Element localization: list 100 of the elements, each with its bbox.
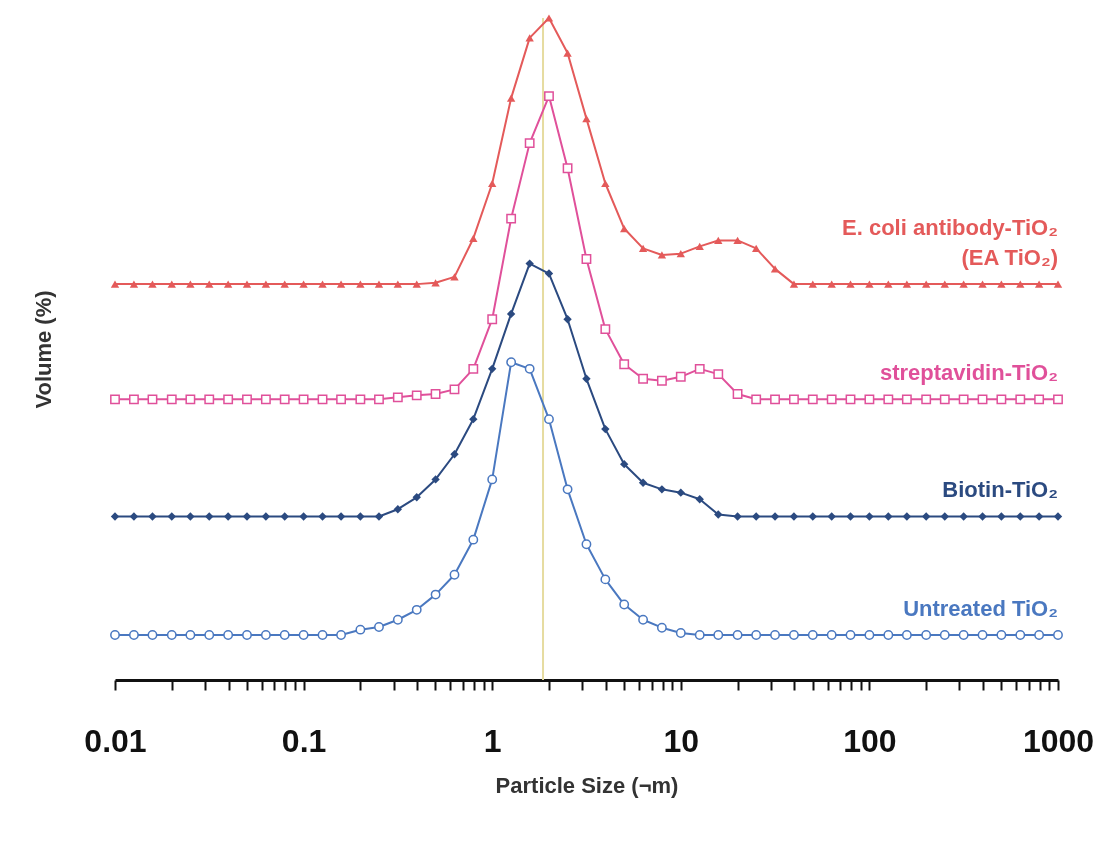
point (488, 179, 497, 188)
point (110, 512, 120, 521)
point (506, 357, 517, 368)
point (148, 512, 157, 521)
y-axis-title: Volume (%) (30, 290, 56, 409)
point (147, 630, 158, 640)
point (939, 394, 950, 405)
point (694, 630, 705, 640)
point (223, 630, 234, 640)
point (996, 394, 1007, 405)
point (186, 512, 195, 521)
point (450, 273, 459, 281)
point (978, 512, 987, 521)
point (921, 512, 931, 521)
point (752, 512, 761, 521)
point (582, 374, 591, 383)
point (921, 394, 932, 405)
point (355, 624, 366, 635)
point (469, 234, 478, 243)
point (450, 450, 459, 459)
point (148, 280, 157, 288)
point (808, 280, 817, 288)
point (110, 280, 120, 288)
point (412, 493, 421, 502)
point (356, 280, 365, 288)
point (656, 375, 667, 386)
point (601, 179, 610, 188)
point (431, 475, 440, 484)
point (318, 512, 327, 521)
point (901, 394, 912, 405)
point (544, 91, 554, 102)
point (939, 630, 950, 640)
point (544, 414, 554, 425)
point (280, 280, 289, 288)
point (129, 280, 139, 288)
point (864, 394, 875, 405)
point (752, 244, 761, 252)
point (544, 14, 554, 22)
point (864, 630, 875, 640)
point (883, 630, 894, 640)
point (1053, 512, 1063, 521)
point (1034, 630, 1045, 640)
point (997, 512, 1006, 521)
point (676, 488, 685, 497)
point (336, 630, 346, 640)
point (582, 115, 591, 123)
point (431, 279, 440, 287)
point (242, 394, 252, 405)
point (129, 630, 139, 640)
point (807, 630, 818, 640)
point (600, 574, 611, 585)
point (317, 630, 328, 640)
point (620, 460, 629, 469)
point (827, 512, 836, 521)
point (205, 280, 214, 288)
point (223, 394, 234, 405)
point (223, 280, 233, 288)
point (563, 49, 572, 57)
point (242, 630, 252, 640)
point (242, 280, 252, 288)
point (392, 614, 403, 625)
x-tick-label: 1 (483, 722, 502, 759)
point (1015, 394, 1026, 405)
point (846, 512, 855, 521)
point (620, 224, 629, 233)
point (694, 363, 705, 374)
point (902, 280, 912, 288)
point (392, 392, 403, 403)
point (279, 394, 290, 405)
point (865, 280, 874, 288)
point (299, 512, 308, 521)
point (977, 630, 988, 640)
point (279, 630, 290, 640)
point (695, 495, 704, 504)
point (714, 236, 723, 245)
point (1016, 512, 1025, 521)
point (129, 512, 139, 521)
point (733, 512, 742, 521)
series-label: E. coli antibody-TiO₂ (EA TiO₂) (842, 215, 1058, 271)
point (959, 512, 968, 521)
point (940, 280, 949, 288)
point (430, 589, 441, 600)
point (449, 384, 460, 395)
point (317, 394, 328, 405)
point (901, 630, 912, 640)
point (374, 622, 384, 632)
point (411, 390, 422, 401)
point (732, 630, 743, 640)
point (524, 363, 535, 374)
point (449, 569, 460, 580)
point (336, 394, 346, 405)
point (638, 614, 649, 625)
point (600, 324, 611, 335)
point (110, 394, 120, 405)
point (1053, 630, 1063, 640)
point (506, 213, 517, 224)
point (1015, 630, 1026, 640)
point (1053, 394, 1063, 405)
point (1016, 280, 1025, 288)
point (147, 394, 158, 405)
